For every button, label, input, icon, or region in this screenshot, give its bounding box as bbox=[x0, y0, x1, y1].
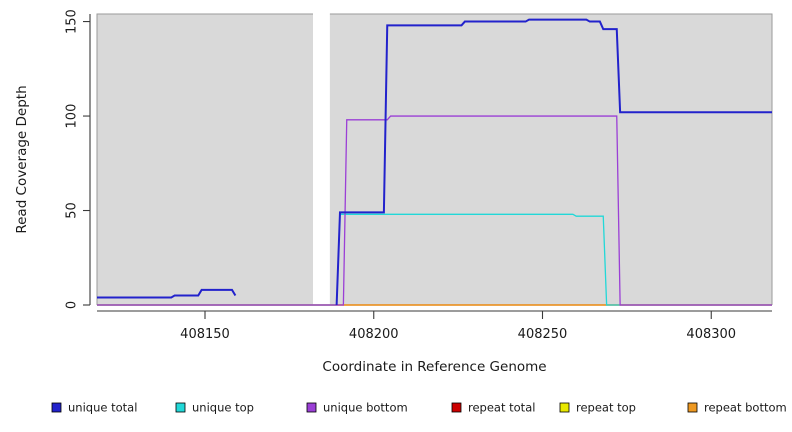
legend-item-unique-total[interactable]: unique total bbox=[51, 401, 137, 415]
y-axis-tick-label: 150 bbox=[65, 9, 80, 34]
axis-label-layer: Coordinate in Reference Genome Read Cover… bbox=[14, 85, 547, 375]
legend-item-unique-top[interactable]: unique top bbox=[175, 401, 254, 415]
series-line-unique-bottom bbox=[97, 115, 772, 306]
legend-label: repeat top bbox=[576, 401, 636, 415]
x-axis-tick-label: 408150 bbox=[180, 327, 230, 342]
panel-background-left bbox=[97, 14, 313, 305]
chart-legend: unique total unique top unique bottom repea… bbox=[51, 401, 787, 415]
legend-label: unique top bbox=[192, 401, 254, 415]
y-axis-tick-label: 100 bbox=[65, 104, 80, 129]
y-axis-tick-label: 50 bbox=[65, 202, 80, 219]
x-axis-tick-label: 408250 bbox=[518, 327, 568, 342]
series-layer bbox=[97, 18, 772, 306]
y-axis-title: Read Coverage Depth bbox=[14, 85, 30, 233]
axis-layer: 0 50 100 150 408150 408200 408250 408300 bbox=[65, 9, 772, 342]
legend-swatch bbox=[175, 402, 186, 413]
x-axis-title: Coordinate in Reference Genome bbox=[322, 359, 546, 375]
series-line-unique-total bbox=[97, 18, 772, 306]
x-axis-tick-label: 408200 bbox=[349, 327, 399, 342]
legend-swatch bbox=[559, 402, 570, 413]
legend-label: unique bottom bbox=[323, 401, 408, 415]
legend-label: unique total bbox=[68, 401, 137, 415]
panel-background-right bbox=[329, 14, 772, 305]
legend-swatch bbox=[51, 402, 62, 413]
legend-item-repeat-top[interactable]: repeat top bbox=[559, 401, 636, 415]
legend-label: repeat total bbox=[468, 401, 535, 415]
panel-border-left bbox=[96, 13, 313, 305]
y-axis-tick-label: 0 bbox=[65, 301, 80, 309]
plot-panel bbox=[96, 13, 773, 305]
legend-swatch bbox=[451, 402, 462, 413]
legend-item-unique-bottom[interactable]: unique bottom bbox=[306, 401, 408, 415]
legend-swatch bbox=[306, 402, 317, 413]
x-axis-tick-label: 408300 bbox=[686, 327, 736, 342]
legend-item-repeat-total[interactable]: repeat total bbox=[451, 401, 535, 415]
legend-item-repeat-bottom[interactable]: repeat bottom bbox=[687, 401, 787, 415]
panel-border-right bbox=[329, 13, 773, 305]
legend-label: repeat bottom bbox=[704, 401, 787, 415]
legend-swatch bbox=[687, 402, 698, 413]
